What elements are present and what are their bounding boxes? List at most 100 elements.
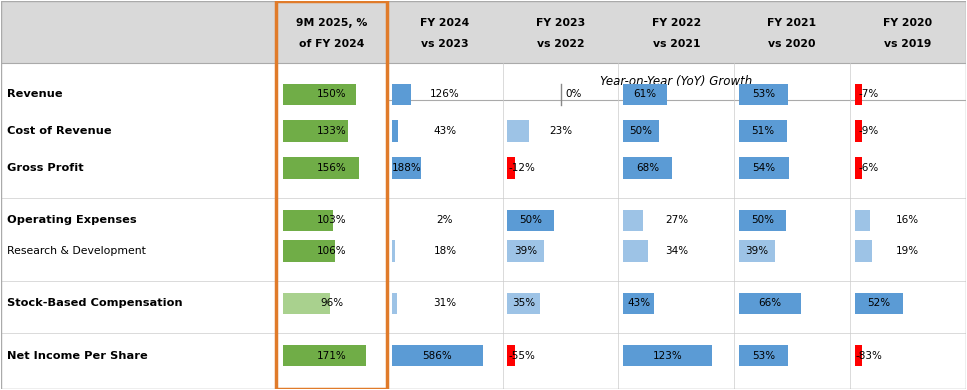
Bar: [392, 121, 398, 142]
Text: 106%: 106%: [317, 246, 346, 256]
Bar: [387, 63, 966, 100]
Text: 586%: 586%: [423, 351, 453, 361]
Text: 2%: 2%: [437, 215, 454, 225]
Text: 23%: 23%: [549, 126, 572, 136]
Text: 50%: 50%: [630, 126, 653, 136]
Bar: [392, 84, 411, 105]
Text: FY 2023: FY 2023: [536, 18, 585, 28]
Text: 43%: 43%: [433, 126, 456, 136]
Text: Operating Expenses: Operating Expenses: [7, 215, 136, 225]
Text: 0%: 0%: [566, 89, 581, 99]
Text: FY 2020: FY 2020: [883, 18, 932, 28]
Text: -6%: -6%: [859, 163, 879, 173]
Text: 53%: 53%: [752, 351, 776, 361]
Bar: [282, 293, 330, 314]
Text: 50%: 50%: [519, 215, 542, 225]
Text: vs 2022: vs 2022: [537, 39, 584, 49]
Text: 188%: 188%: [392, 163, 422, 173]
Bar: [623, 241, 648, 262]
Bar: [508, 121, 529, 142]
Bar: [392, 293, 396, 314]
Bar: [623, 157, 672, 179]
Bar: [623, 121, 659, 142]
Text: Revenue: Revenue: [7, 89, 63, 99]
Bar: [508, 345, 514, 366]
Bar: [739, 241, 776, 262]
Text: -9%: -9%: [859, 126, 879, 136]
Text: 156%: 156%: [317, 163, 346, 173]
Text: 96%: 96%: [320, 298, 343, 308]
Bar: [508, 209, 554, 231]
Text: 68%: 68%: [636, 163, 659, 173]
Text: Research & Development: Research & Development: [7, 246, 146, 256]
Text: 150%: 150%: [317, 89, 346, 99]
Text: 123%: 123%: [653, 351, 683, 361]
Text: 51%: 51%: [751, 126, 775, 136]
Text: 27%: 27%: [664, 215, 688, 225]
Text: FY 2021: FY 2021: [768, 18, 816, 28]
Bar: [739, 345, 788, 366]
Bar: [282, 121, 348, 142]
Bar: [282, 84, 356, 105]
Text: vs 2023: vs 2023: [421, 39, 469, 49]
Bar: [392, 345, 484, 366]
Text: -12%: -12%: [509, 163, 536, 173]
Bar: [282, 209, 333, 231]
Bar: [739, 157, 789, 179]
Text: 53%: 53%: [752, 89, 776, 99]
Text: Cost of Revenue: Cost of Revenue: [7, 126, 112, 136]
Bar: [277, 2, 387, 388]
Text: 35%: 35%: [513, 298, 536, 308]
Text: -7%: -7%: [859, 89, 879, 99]
Bar: [623, 293, 654, 314]
Bar: [282, 241, 335, 262]
Text: vs 2021: vs 2021: [653, 39, 700, 49]
Bar: [623, 209, 643, 231]
Text: Stock-Based Compensation: Stock-Based Compensation: [7, 298, 183, 308]
Text: 34%: 34%: [664, 246, 688, 256]
Text: 54%: 54%: [752, 163, 776, 173]
Bar: [855, 293, 903, 314]
Text: 18%: 18%: [433, 246, 456, 256]
Text: 31%: 31%: [433, 298, 456, 308]
Bar: [855, 84, 862, 105]
Text: 61%: 61%: [633, 89, 657, 99]
Text: 39%: 39%: [746, 246, 769, 256]
Text: of FY 2024: of FY 2024: [299, 39, 365, 49]
Text: Year-on-Year (YoY) Growth: Year-on-Year (YoY) Growth: [601, 75, 752, 88]
Text: 39%: 39%: [514, 246, 538, 256]
Text: vs 2020: vs 2020: [769, 39, 816, 49]
Text: Gross Profit: Gross Profit: [7, 163, 84, 173]
Text: 52%: 52%: [867, 298, 891, 308]
Text: 43%: 43%: [627, 298, 650, 308]
Bar: [623, 84, 667, 105]
Text: FY 2022: FY 2022: [652, 18, 701, 28]
Text: 9M 2025, %: 9M 2025, %: [296, 18, 367, 28]
Bar: [739, 121, 786, 142]
Bar: [855, 241, 872, 262]
Text: 103%: 103%: [317, 215, 346, 225]
Bar: [623, 345, 712, 366]
Bar: [855, 345, 862, 366]
Bar: [855, 121, 862, 142]
Bar: [508, 157, 514, 179]
Bar: [282, 345, 366, 366]
Text: 50%: 50%: [750, 215, 774, 225]
Bar: [739, 293, 801, 314]
Bar: [739, 84, 788, 105]
Text: 19%: 19%: [896, 246, 920, 256]
Text: 66%: 66%: [758, 298, 781, 308]
Text: -55%: -55%: [509, 351, 536, 361]
Bar: [508, 293, 541, 314]
Bar: [282, 157, 359, 179]
Text: 16%: 16%: [896, 215, 920, 225]
Text: 171%: 171%: [317, 351, 346, 361]
Text: 133%: 133%: [317, 126, 346, 136]
Text: Net Income Per Share: Net Income Per Share: [7, 351, 148, 361]
Bar: [739, 209, 785, 231]
Text: vs 2019: vs 2019: [884, 39, 931, 49]
Bar: [392, 157, 421, 179]
Text: -83%: -83%: [856, 351, 882, 361]
Bar: [508, 241, 544, 262]
Bar: [855, 209, 869, 231]
